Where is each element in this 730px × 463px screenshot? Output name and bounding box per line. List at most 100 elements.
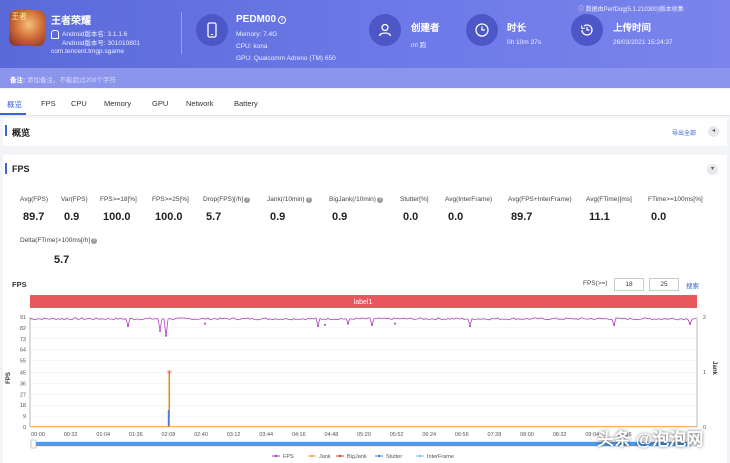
help-icon[interactable]: ?	[376, 197, 383, 203]
search-link[interactable]: 搜索	[686, 283, 699, 290]
tab-network[interactable]: Network	[186, 99, 214, 108]
legend-dot	[338, 454, 342, 458]
info-icon[interactable]: i	[278, 16, 287, 24]
device-gpu: GPU: Qualcomm Adreno (TM) 650	[236, 55, 336, 62]
legend-label[interactable]: Jank	[319, 454, 331, 460]
y2-tick-label: 2	[703, 315, 706, 321]
metric-label-text: Stutter[%]	[400, 196, 429, 203]
fps-filter-input-b[interactable]: 25	[649, 278, 679, 291]
legend-dot	[274, 454, 278, 458]
app-name: 王者荣耀	[51, 16, 91, 27]
creator-title: 创建者	[411, 23, 440, 34]
overview-collapse-button[interactable]: ◂	[708, 126, 719, 137]
fps-dip-point	[394, 322, 396, 325]
fps-collapse-button[interactable]: ▾	[707, 164, 718, 175]
metric-label: Avg(FPS)	[20, 196, 48, 203]
scroll-handle-left[interactable]	[30, 439, 37, 449]
metric-label-text: Delta(FTime)>100ms[/h]	[20, 237, 91, 244]
metric-value: 100.0	[103, 211, 131, 223]
y-tick-label: 0	[23, 425, 26, 431]
legend-label[interactable]: BigJank	[347, 454, 367, 460]
tab-cpu[interactable]: CPU	[71, 99, 87, 108]
app-icon: 王者	[9, 10, 45, 46]
header-divider	[181, 12, 182, 54]
help-icon[interactable]: ?	[244, 197, 251, 203]
clock-icon	[466, 14, 498, 46]
legend-dot	[377, 454, 381, 458]
help-icon[interactable]: ?	[305, 197, 312, 203]
metric-label-text: Drop(FPS)[/h]	[203, 196, 244, 203]
tab-overview[interactable]: 概览	[7, 100, 22, 109]
tab-battery[interactable]: Battery	[234, 99, 258, 108]
export-all-link[interactable]: 导出全部	[672, 131, 697, 137]
metric-label: Delta(FTime)>100ms[/h]?	[20, 237, 98, 244]
metric-label-text: FPS>=25[%]	[152, 196, 189, 203]
legend-label[interactable]: InterFrame	[427, 454, 454, 460]
fps-dip-point	[689, 322, 691, 325]
metric-label: Stutter[%]	[400, 196, 429, 203]
legend-label[interactable]: FPS	[283, 454, 294, 460]
duration-title: 时长	[507, 23, 527, 34]
creator-value: ml 跑	[411, 42, 427, 49]
legend-label[interactable]: Stutter	[386, 454, 402, 460]
y2-tick-label: 0	[703, 425, 706, 431]
banner-label: label1	[354, 299, 373, 306]
help-icon[interactable]: ?	[91, 238, 98, 244]
metric-label: Jank(/10min)?	[267, 196, 312, 203]
jank-marker-icon: ✳	[166, 369, 172, 377]
x-tick-label: 01:04	[96, 432, 110, 438]
active-tab-indicator	[0, 113, 26, 115]
metric-label-text: Jank(/10min)	[267, 196, 305, 203]
user-icon	[369, 14, 401, 46]
fps-dip-point	[324, 323, 326, 326]
remark-input[interactable]: 添加备注，不能超过200个字符	[27, 77, 116, 84]
x-tick-label: 04:16	[292, 432, 306, 438]
tab-fps[interactable]: FPS	[41, 99, 56, 108]
fps-filter-label: FPS(>=)	[583, 280, 608, 287]
tab-memory[interactable]: Memory	[104, 99, 132, 108]
metric-label-text: Var(FPS)	[61, 196, 88, 203]
y-tick-label: 82	[20, 326, 26, 332]
legend-dot	[418, 454, 422, 458]
y-tick-label: 64	[20, 348, 26, 354]
x-tick-label: 00:32	[64, 432, 78, 438]
metric-label: Avg(InterFrame)	[445, 196, 492, 203]
metric-label: Drop(FPS)[/h]?	[203, 196, 251, 203]
fps-dip-point	[159, 329, 161, 332]
metric-label: Var(FPS)	[61, 196, 88, 203]
device-model: PEDM00 i	[236, 14, 287, 25]
x-tick-label: 04:48	[325, 432, 339, 438]
y-tick-label: 45	[20, 371, 26, 377]
fps-dip-point	[347, 322, 349, 325]
report-header: 王者 王者荣耀 Android版本名: 3.1.1.6 Android版本号: …	[0, 0, 730, 68]
metric-value: 100.0	[155, 211, 183, 223]
metric-value: 0.9	[270, 211, 286, 223]
history-icon	[571, 14, 603, 46]
fps-filter-input-a[interactable]: 18	[614, 278, 644, 291]
metric-label-text: FTime>=100ms[%]	[648, 196, 703, 203]
x-tick-label: 05:52	[390, 432, 404, 438]
device-memory: Memory: 7.4G	[236, 31, 278, 38]
y-tick-label: 91	[20, 315, 26, 321]
metric-label-text: Avg(FPS)	[20, 196, 49, 203]
android-icon	[51, 30, 59, 39]
android-version: Android版本名: 3.1.1.6	[62, 31, 128, 38]
metric-value: 0.0	[403, 211, 419, 223]
metric-label-text: Avg(InterFrame)	[445, 196, 493, 203]
tab-gpu[interactable]: GPU	[152, 99, 169, 108]
legend-dot	[310, 454, 314, 458]
fps-marker	[5, 163, 7, 174]
metric-label-text: FPS>=18[%]	[100, 196, 137, 203]
x-tick-label: 03:12	[227, 432, 241, 438]
chart-scroll-thumb[interactable]	[36, 442, 691, 446]
metric-label: FPS>=25[%]	[152, 196, 189, 203]
metric-label: BigJank(/10min)?	[329, 196, 383, 203]
fps-dip-point	[165, 334, 167, 337]
metric-value: 0.0	[448, 211, 464, 223]
metric-value: 0.9	[64, 211, 80, 223]
device-cpu: CPU: kona	[236, 43, 268, 50]
y-tick-label: 9	[23, 414, 26, 420]
fps-dip-point	[371, 323, 373, 326]
upload-title: 上传时间	[613, 23, 652, 34]
